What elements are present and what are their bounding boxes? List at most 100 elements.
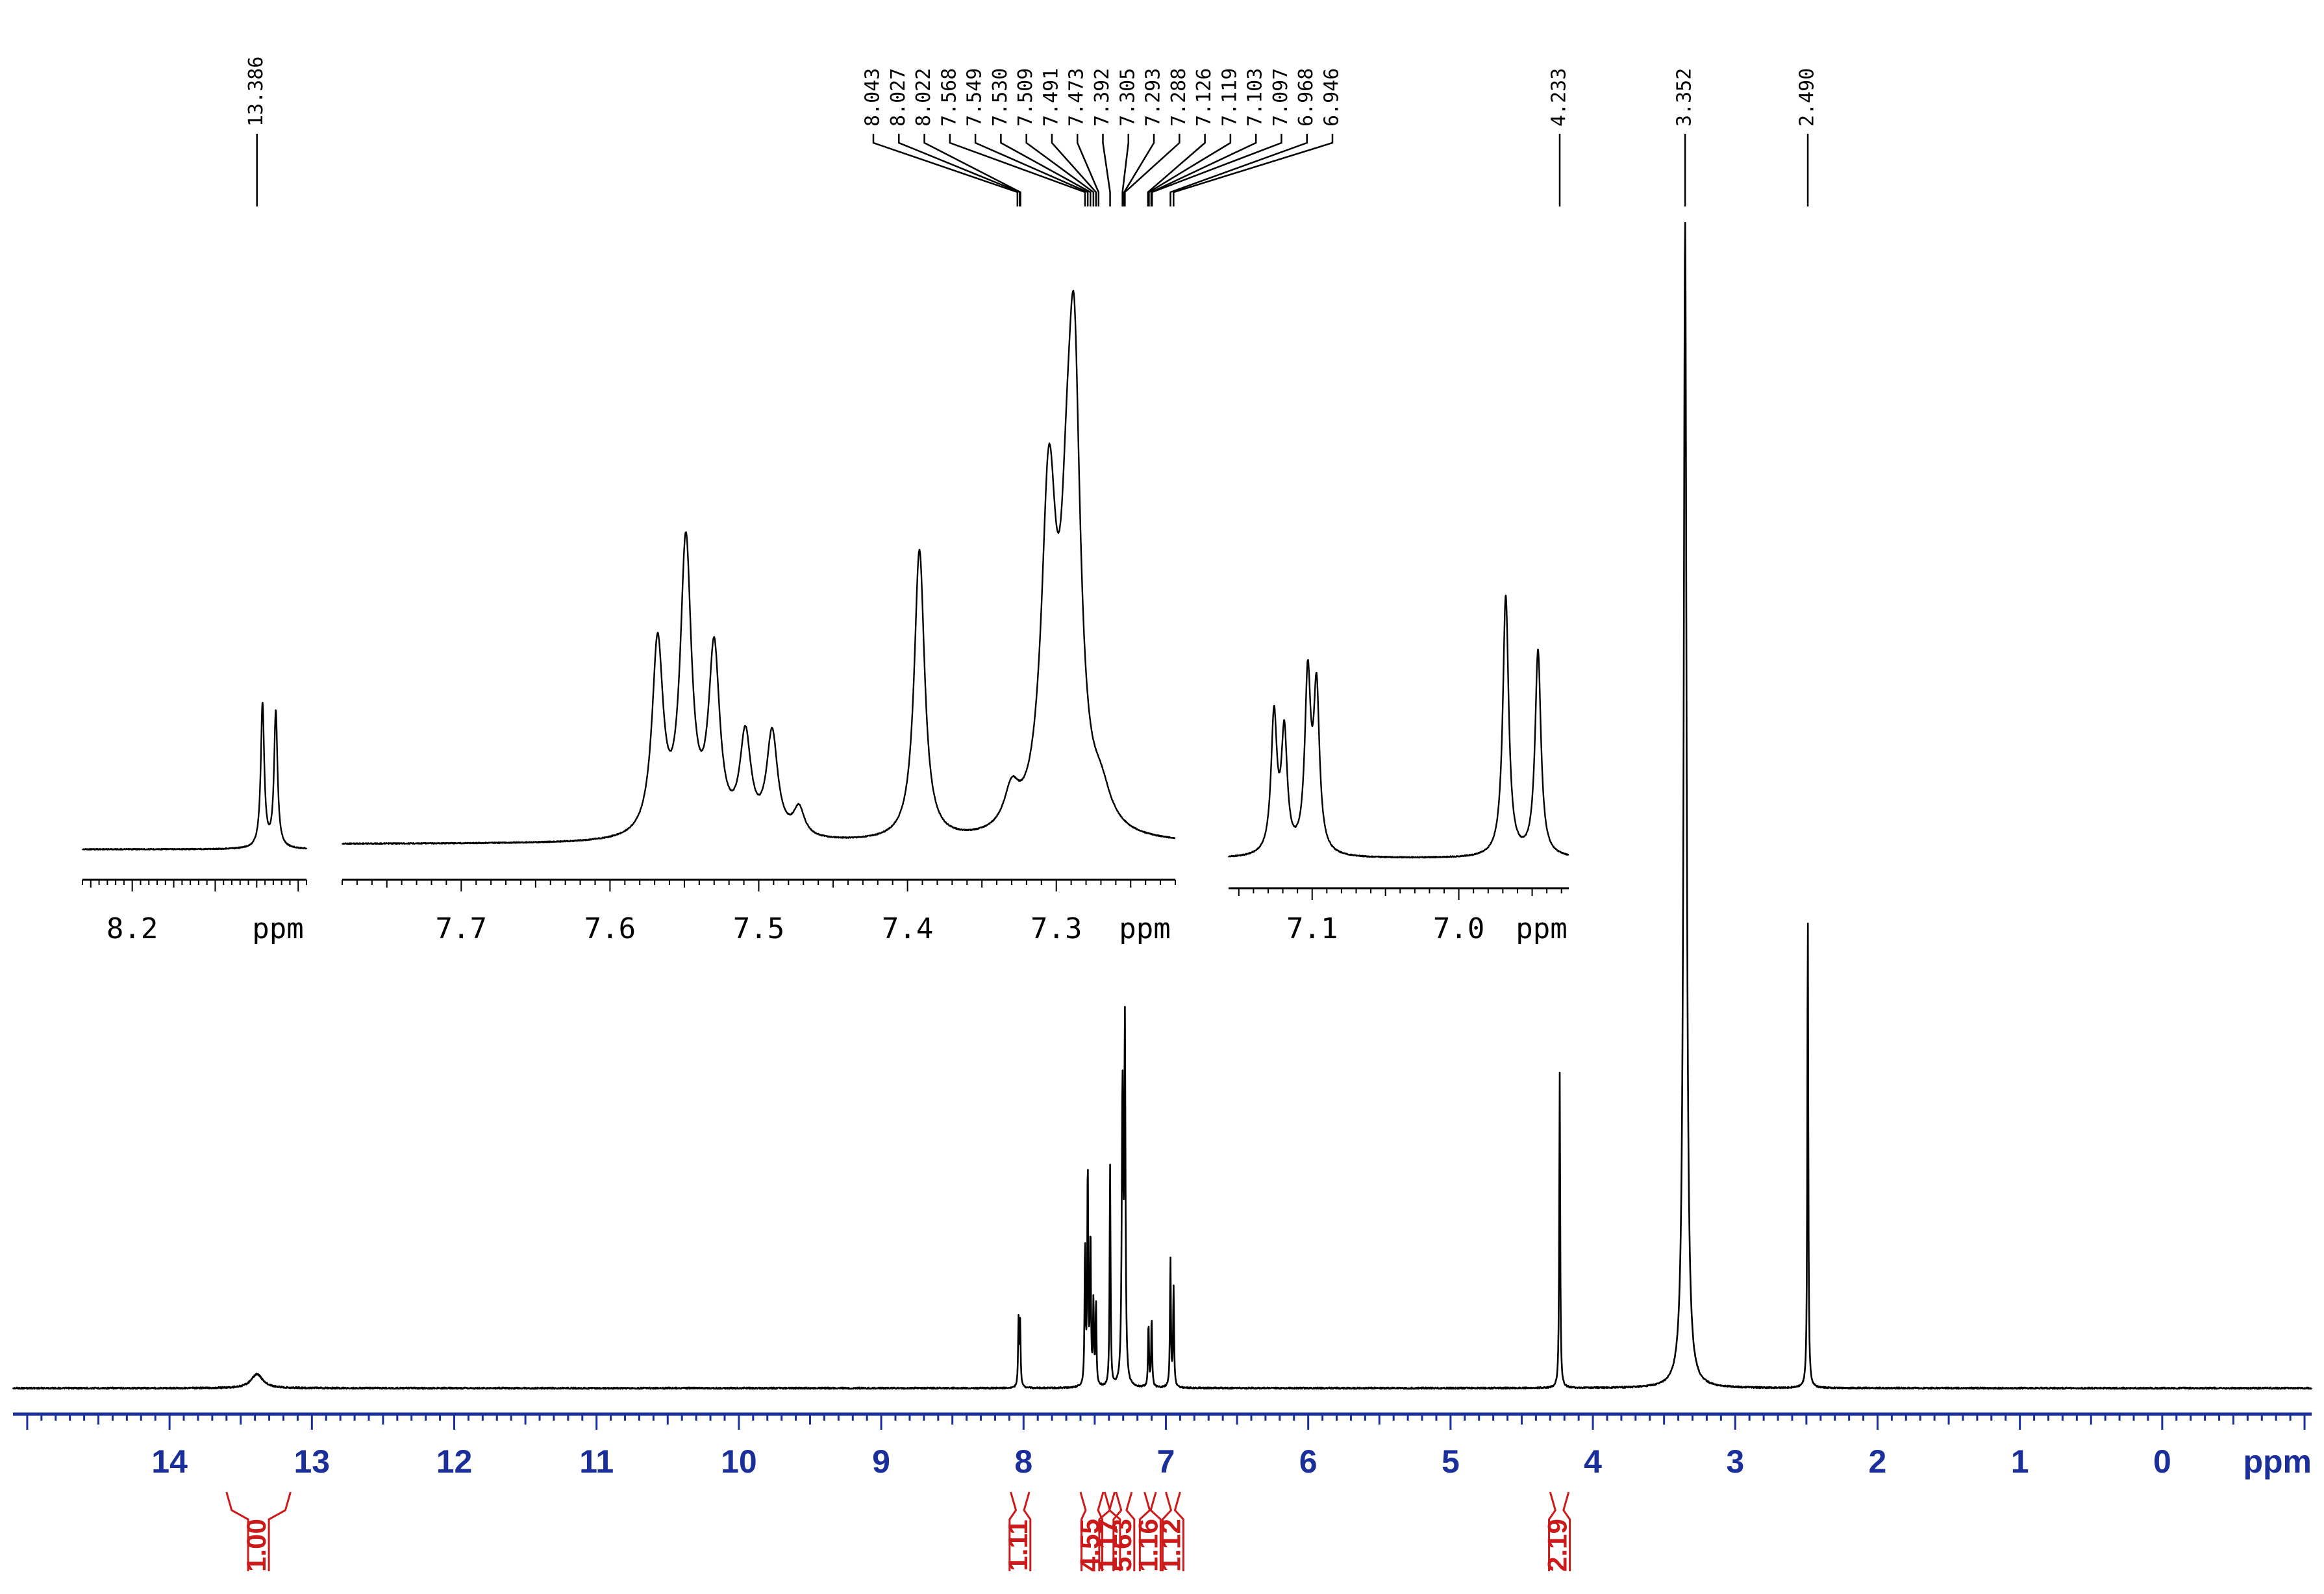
peak-pick-line [1121,134,1130,206]
x-tick-label: 10 [721,1443,757,1480]
peak-pick: 4.233 [1547,68,1570,206]
inset-1-panel: 8.2 ppm [81,701,308,945]
x-tick-label: 14 [151,1443,188,1480]
inset-tick-label: 7.4 [882,912,933,945]
inset-3-trace [1227,594,1569,859]
peak-pick-line [1169,134,1308,206]
peak-pick-line [1051,134,1097,206]
peak-label: 8.043 [862,68,884,127]
inset-tick-label: 8.2 [106,912,158,945]
x-tick-label: 1 [2011,1443,2029,1480]
peak-label: 7.126 [1193,68,1216,127]
peak-pick-line [923,134,1021,206]
peak-pick: 7.568 [938,68,1086,206]
peak-pick-line [1102,134,1111,206]
peak-pick: 2.490 [1796,68,1819,206]
peak-pick: 6.968 [1169,68,1318,206]
integral-bracket [1112,1491,1136,1571]
peak-pick-line [1151,134,1282,206]
integral-region: 1.16 [1132,1491,1163,1572]
peak-label: 7.288 [1168,68,1190,127]
peak-label: 13.386 [245,56,268,127]
peak-pick: 7.293 [1123,68,1165,206]
inset-tick-label: 7.3 [1031,912,1082,945]
peak-pick: 7.126 [1147,68,1216,206]
peak-pick: 7.103 [1150,68,1267,206]
integral-value: 5.63 [1106,1519,1137,1572]
inset-2-trace [341,290,1176,845]
integral-region: 1.17 [1092,1491,1123,1572]
peak-label: 7.392 [1091,68,1114,127]
peak-label: 7.305 [1116,68,1139,127]
peak-pick-line [1076,134,1100,206]
peak-label: 7.568 [938,68,960,127]
main-spectrum-trace [12,221,2313,1390]
peak-pick: 8.022 [912,68,1021,206]
peak-pick-line [1124,134,1181,206]
peak-label: 8.027 [887,68,910,127]
integral-value: 2.19 [1542,1519,1573,1572]
peak-label: 7.491 [1040,68,1062,127]
x-tick-label: 0 [2153,1443,2171,1480]
integral-region: 1.00 [225,1491,292,1572]
peak-pick-line [1173,134,1334,206]
x-tick-label: 6 [1299,1443,1318,1480]
peak-pick: 7.288 [1124,68,1190,206]
peak-pick-line [1150,134,1257,206]
peak-label: 7.097 [1269,68,1292,127]
peak-pick: 7.097 [1151,68,1292,206]
peak-pick: 3.352 [1673,68,1696,206]
peak-pick-line [1147,134,1206,206]
peak-label-group: 13.386 4.233 3.352 2.490 8.043 8.027 8.022 7.56… [245,56,1819,206]
integral-bracket [1079,1491,1105,1571]
x-tick-label: 9 [872,1443,890,1480]
inset-axis-label: ppm [1119,912,1170,945]
integral-bracket [1008,1491,1032,1571]
peak-label: 8.022 [912,68,935,127]
peak-pick-line [974,134,1089,206]
peak-label: 6.968 [1295,68,1318,127]
peak-pick: 7.530 [989,68,1092,206]
peak-pick: 7.392 [1091,68,1114,206]
x-tick-label: 5 [1442,1443,1460,1480]
inset-1-trace [81,701,308,851]
inset-tick-label: 7.0 [1433,912,1484,945]
x-axis-label: ppm [2243,1443,2312,1480]
integral-region: 5.63 [1106,1491,1137,1572]
peak-pick: 7.491 [1040,68,1097,206]
x-tick-label: 2 [1869,1443,1887,1480]
peak-label: 7.530 [989,68,1012,127]
peak-label: 7.509 [1014,68,1037,127]
integral-bracket [225,1491,292,1571]
integral-value: 1.11 [1003,1519,1033,1571]
main-spectrum [12,221,2313,1390]
integral-region: 2.19 [1542,1491,1573,1572]
peak-label: 3.352 [1673,68,1696,127]
inset-3-panel: 7.1 7.0 ppm [1227,594,1569,945]
inset-panels: 8.2 ppm 7.7 7.6 7.5 7.4 7.3 ppm 7.1 7.0 ppm [81,290,1569,945]
peak-pick: 6.946 [1173,68,1343,206]
integral-region: 1.11 [1003,1491,1033,1571]
peak-pick: 7.549 [964,68,1089,206]
peak-pick: 7.119 [1148,68,1241,206]
peak-pick: 8.043 [862,68,1019,206]
peak-label: 6.946 [1321,68,1343,127]
peak-pick-line [872,134,1019,206]
peak-pick: 13.386 [245,56,268,206]
x-tick-label: 3 [1726,1443,1744,1480]
integral-region: 1.12 [1156,1491,1186,1572]
x-tick-label: 13 [294,1443,330,1480]
integral-value: 1.16 [1132,1519,1163,1572]
x-tick-label: 12 [436,1443,473,1480]
integral-group: 1.00 1.11 4.551.175.631.161.12 2.19 [225,1491,1573,1572]
peak-pick-line [949,134,1086,206]
inset-tick-label: 7.1 [1286,912,1338,945]
main-x-axis: 14 13 12 11 10 9 8 7 6 5 4 3 2 1 0 ppm [13,1412,2312,1480]
integral-value: 1.17 [1092,1519,1123,1572]
inset-tick-label: 7.7 [436,912,487,945]
peak-label: 4.233 [1547,68,1570,127]
inset-axis-label: ppm [1516,912,1567,945]
peak-pick: 7.305 [1116,68,1139,206]
